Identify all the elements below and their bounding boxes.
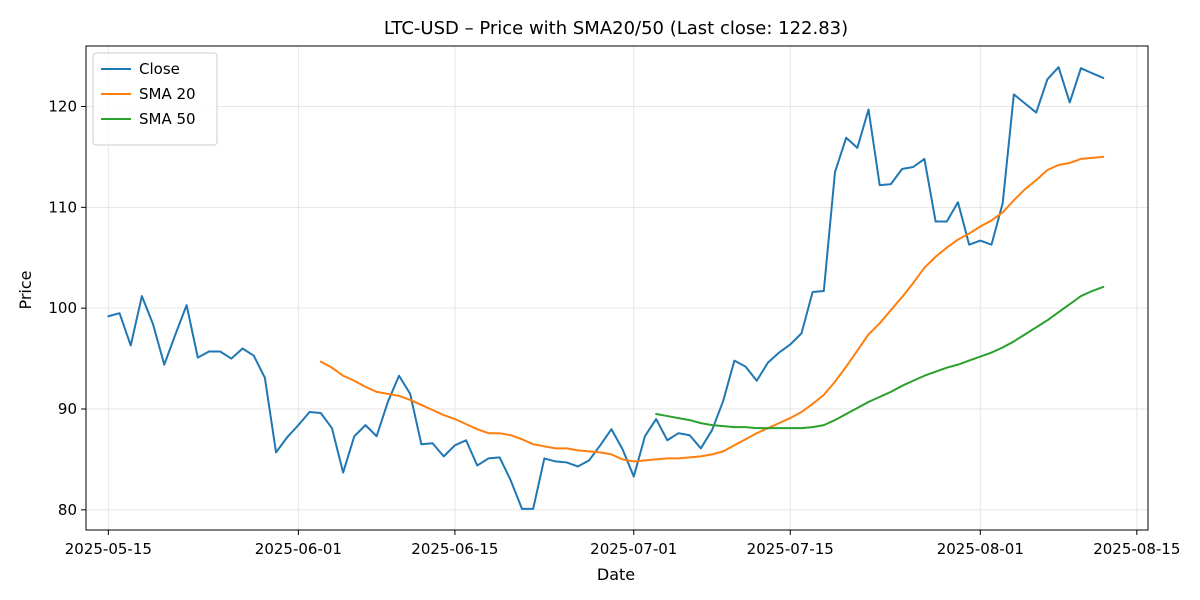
grid: [86, 46, 1148, 530]
x-tick-label: 2025-08-15: [1093, 540, 1180, 558]
y-axis-title: Price: [16, 270, 35, 309]
y-axis-ticks: 80 90 100 110 120: [48, 98, 86, 519]
legend-label-close: Close: [139, 60, 180, 78]
legend-box: [92, 52, 218, 146]
x-tick-label: 2025-06-01: [255, 540, 342, 558]
series-line-close: [107, 66, 1105, 510]
x-axis-title: Date: [597, 565, 635, 584]
x-axis-ticks: 2025-05-15 2025-06-01 2025-06-15 2025-07-01…: [65, 530, 1180, 558]
y-tick-label: 90: [58, 400, 77, 418]
plot-frame: [85, 45, 1149, 531]
y-tick-label: 110: [48, 198, 77, 216]
y-tick-label: 100: [48, 299, 77, 317]
legend-label-sma-20: SMA 20: [139, 85, 196, 103]
legend-label-sma-50: SMA 50: [139, 110, 196, 128]
x-tick-label: 2025-07-01: [590, 540, 677, 558]
series-line-sma-50: [655, 285, 1105, 430]
y-tick-label: 80: [58, 501, 77, 519]
chart-title: LTC-USD – Price with SMA20/50 (Last clos…: [384, 18, 848, 39]
x-tick-label: 2025-05-15: [65, 540, 152, 558]
legend: Close SMA 20 SMA 50: [92, 52, 218, 146]
x-tick-label: 2025-07-15: [747, 540, 834, 558]
x-tick-label: 2025-08-01: [937, 540, 1024, 558]
series-line-sma-20: [319, 155, 1105, 463]
y-tick-label: 120: [48, 98, 77, 116]
x-tick-label: 2025-06-15: [411, 540, 498, 558]
series-lines: [107, 66, 1105, 510]
